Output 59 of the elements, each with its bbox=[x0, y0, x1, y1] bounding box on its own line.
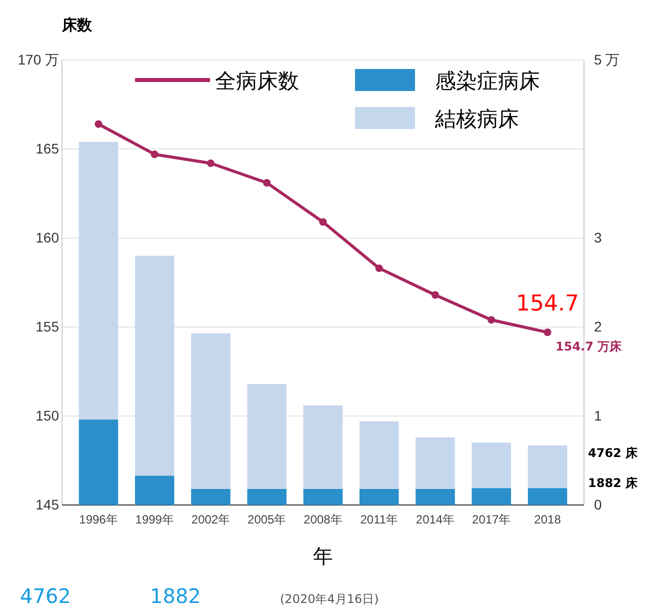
bar bbox=[247, 384, 287, 489]
bar bbox=[528, 488, 568, 505]
text: 4762 bbox=[20, 584, 71, 608]
x-tick-label: 2008年 bbox=[304, 512, 342, 527]
x-tick-label: 2018 bbox=[534, 512, 562, 527]
y-tick-label: 160 bbox=[36, 229, 60, 246]
point bbox=[206, 159, 215, 168]
legend-label: 感染症病床 bbox=[435, 69, 540, 93]
bar bbox=[303, 488, 343, 505]
x-tick-label: 2005年 bbox=[248, 512, 286, 527]
point bbox=[431, 291, 440, 299]
y2-tick-label: 0 bbox=[594, 496, 602, 512]
x-axis-title: 年 bbox=[313, 544, 333, 568]
chart-title: 床数 bbox=[61, 16, 93, 34]
bar bbox=[359, 421, 399, 489]
annotation: 154.7 bbox=[516, 291, 580, 316]
point bbox=[319, 218, 327, 226]
legend-label: 全病床数 bbox=[215, 69, 299, 93]
bar bbox=[359, 488, 399, 505]
bar bbox=[247, 488, 287, 505]
x-tick-label: 1996年 bbox=[79, 512, 118, 527]
y-tick-label: 165 bbox=[36, 140, 60, 156]
bar bbox=[78, 142, 118, 420]
text: 1882 床 bbox=[588, 476, 639, 490]
point bbox=[544, 328, 552, 336]
bar bbox=[134, 256, 174, 476]
point bbox=[488, 316, 496, 324]
x-tick-label: 2002年 bbox=[191, 512, 230, 527]
y-tick-label: 170 万 bbox=[18, 51, 59, 68]
point bbox=[94, 120, 102, 128]
x-tick-label: 2014年 bbox=[416, 512, 455, 527]
bar bbox=[472, 488, 512, 505]
bar bbox=[416, 437, 455, 489]
bar bbox=[78, 420, 118, 505]
x-tick-label: 2011年 bbox=[360, 512, 398, 527]
bar bbox=[528, 445, 568, 488]
y2-tick-label: 3 bbox=[594, 229, 602, 246]
point bbox=[150, 150, 158, 158]
y-tick-label: 155 bbox=[36, 318, 60, 334]
y2-tick-label: 2 bbox=[594, 318, 602, 334]
legend-label: 結核病床 bbox=[434, 107, 519, 131]
bar bbox=[416, 488, 455, 505]
bar bbox=[303, 405, 343, 489]
bar bbox=[191, 488, 230, 505]
y-tick-label: 145 bbox=[36, 496, 60, 512]
x-tick-label: 1999年 bbox=[135, 512, 174, 527]
text: (2020年4月16日) bbox=[280, 592, 379, 606]
y2-tick-label: 1 bbox=[594, 407, 602, 424]
text: 4762 床 bbox=[588, 446, 639, 460]
text: 1882 bbox=[150, 584, 201, 608]
bar bbox=[134, 476, 174, 505]
bar bbox=[191, 333, 230, 489]
annotation: 154.7 万床 bbox=[556, 339, 623, 354]
y2-tick-label: 5 万 bbox=[594, 51, 620, 68]
bar bbox=[472, 442, 512, 488]
point bbox=[375, 264, 383, 272]
x-tick-label: 2017年 bbox=[472, 512, 511, 527]
point bbox=[263, 179, 271, 187]
y-tick-label: 150 bbox=[36, 407, 60, 424]
